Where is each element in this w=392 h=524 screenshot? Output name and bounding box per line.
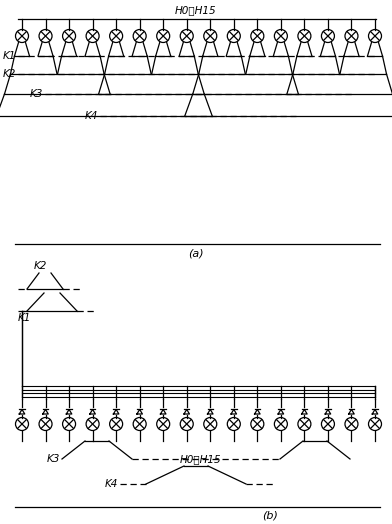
Text: (b): (b) <box>262 511 278 521</box>
Text: K2: K2 <box>33 261 47 271</box>
Text: K4: K4 <box>85 111 98 121</box>
Text: K2: K2 <box>3 69 16 79</box>
Text: H0～H15: H0～H15 <box>175 5 217 15</box>
Text: K3: K3 <box>47 454 60 464</box>
Text: K3: K3 <box>30 89 43 99</box>
Text: K1: K1 <box>3 51 16 61</box>
Text: K4: K4 <box>105 479 118 489</box>
Text: H0～H15: H0～H15 <box>180 454 221 464</box>
Text: (a): (a) <box>188 248 204 258</box>
Text: K1: K1 <box>18 313 31 323</box>
